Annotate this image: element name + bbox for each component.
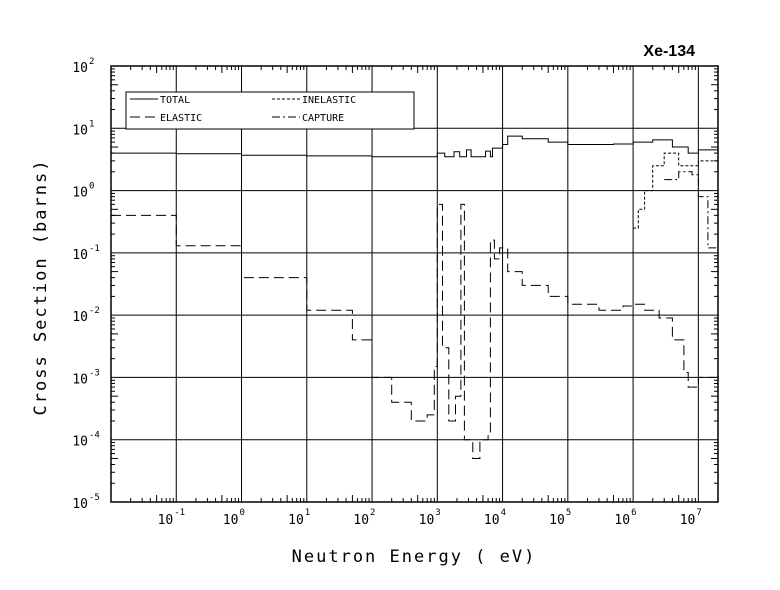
y-tick-exponent: 0	[89, 182, 94, 192]
x-tick-exponent: -1	[174, 508, 185, 518]
y-tick-label: 10	[72, 372, 88, 387]
x-tick-label: 10	[419, 513, 435, 528]
x-tick-exponent: 5	[566, 508, 571, 518]
x-tick-label: 10	[614, 513, 630, 528]
x-tick-exponent: 0	[240, 508, 245, 518]
y-tick-exponent: -4	[89, 431, 100, 441]
x-tick-exponent: 3	[435, 508, 440, 518]
y-tick-label: 10	[72, 310, 88, 325]
legend-label-elastic: ELASTIC	[160, 113, 202, 124]
series-line-capture	[664, 171, 719, 259]
y-tick-exponent: 1	[89, 119, 94, 129]
y-tick-exponent: -2	[89, 306, 100, 316]
x-axis-title: Neutron Energy ( eV)	[292, 547, 537, 567]
axis-ticks: 10 -1 10 0 10 1 10 2 10 3 10 4 10 5 10 6 10 710 210 110 010-…	[72, 57, 718, 528]
y-tick-label: 10	[72, 497, 88, 512]
y-tick-label: 10	[72, 61, 88, 76]
series-line-inelastic	[633, 152, 719, 229]
legend-label-inelastic: INELASTIC	[302, 95, 356, 106]
plot-frame	[110, 65, 719, 503]
y-tick-label: 10	[72, 435, 88, 450]
y-axis-title: Cross Section (barns)	[31, 159, 51, 416]
x-tick-label: 10	[549, 513, 565, 528]
x-tick-exponent: 1	[305, 508, 310, 518]
x-tick-exponent: 2	[370, 508, 375, 518]
legend-label-capture: CAPTURE	[302, 113, 344, 124]
legend-label-total: TOTAL	[160, 95, 190, 106]
y-tick-label: 10	[72, 248, 88, 263]
x-tick-label: 10	[288, 513, 304, 528]
y-tick-label: 10	[72, 123, 88, 138]
y-tick-exponent: -5	[89, 493, 100, 503]
grid-lines	[111, 66, 718, 502]
x-tick-label: 10	[158, 513, 174, 528]
series-line-total	[111, 135, 719, 158]
series-lines	[111, 135, 719, 459]
legend-box	[125, 91, 415, 130]
y-tick-exponent: -1	[89, 244, 100, 254]
y-tick-exponent: -3	[89, 368, 100, 378]
x-tick-exponent: 7	[696, 508, 701, 518]
y-tick-label: 10	[72, 186, 88, 201]
x-tick-label: 10	[680, 513, 696, 528]
y-tick-exponent: 2	[89, 57, 94, 67]
chart-title: Xe-134	[643, 43, 695, 60]
x-tick-label: 10	[223, 513, 239, 528]
x-tick-label: 10	[353, 513, 369, 528]
x-tick-exponent: 6	[631, 508, 636, 518]
x-tick-exponent: 4	[501, 508, 506, 518]
x-tick-label: 10	[484, 513, 500, 528]
series-line-elastic	[111, 203, 718, 459]
legend: TOTAL ELASTIC INELASTIC CAPTURE	[125, 91, 415, 130]
